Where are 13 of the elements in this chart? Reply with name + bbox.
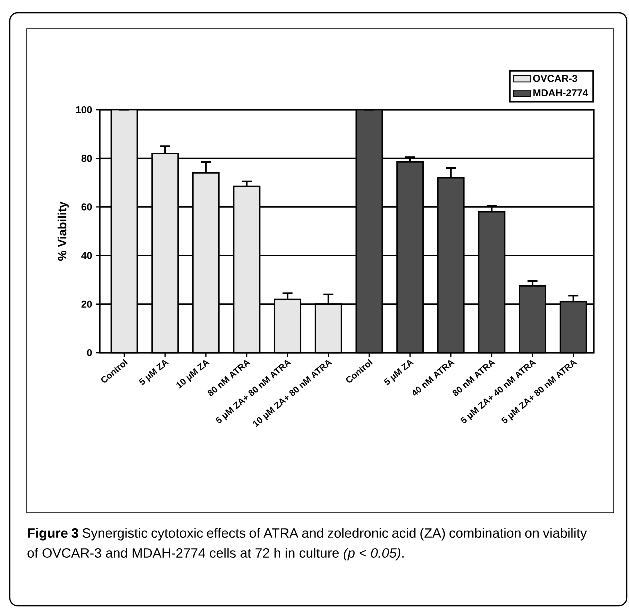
- legend-label: MDAH-2774: [534, 90, 588, 97]
- legend-label: OVCAR-3: [533, 75, 578, 82]
- text: Figure 3 Synergistic cytotoxic effects of ATRA and zoledronic acid (ZA) combination on viability of OVCAR-3 and MDAH-2774 cells at 72 h in culture (p < 0.05).: [28, 528, 588, 561]
- y-tick-label: 40: [82, 252, 92, 260]
- x-tick-label: 10 μM ZA: [176, 360, 210, 389]
- y-tick-label: 80: [82, 155, 92, 162]
- x-tick-label: 5 μM ZA: [138, 360, 169, 385]
- y-axis-title: % Viability: [58, 202, 70, 261]
- y-tick-label: 100: [76, 106, 92, 114]
- x-tick-label: 5 μM ZA: [384, 360, 414, 385]
- y-tick-label: 60: [82, 204, 92, 211]
- y-tick-label: 0: [87, 349, 92, 357]
- y-tick-label: 20: [82, 300, 92, 308]
